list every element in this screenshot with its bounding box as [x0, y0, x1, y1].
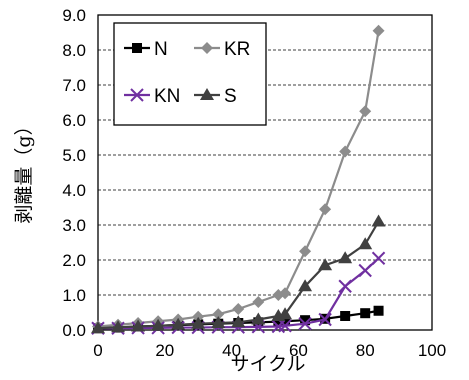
legend: N KR KN S	[113, 22, 267, 126]
data-point-s	[251, 312, 266, 325]
data-point-kn	[278, 319, 292, 333]
data-point-kr	[359, 105, 372, 118]
data-point-s	[298, 279, 313, 292]
data-point-s	[111, 320, 126, 333]
series-line-s	[97, 220, 380, 330]
data-point-s	[171, 317, 186, 330]
data-point-kn	[371, 251, 386, 265]
legend-item-n: N	[124, 39, 168, 60]
legend-label-kn: KN	[154, 86, 180, 107]
data-point-n	[280, 316, 291, 327]
series-kn	[91, 251, 386, 335]
data-point-kr	[212, 308, 225, 321]
legend-marker-s	[200, 88, 214, 100]
plot-area-frame	[97, 14, 433, 331]
data-point-kr	[372, 24, 385, 37]
y-tick-label: 8.0	[62, 41, 86, 60]
data-point-s	[191, 316, 206, 329]
legend-label-s: S	[224, 86, 237, 107]
y-tick-label: 6.0	[62, 111, 86, 130]
y-tick-label: 3.0	[62, 216, 86, 235]
data-point-s	[151, 318, 166, 331]
data-point-s	[358, 237, 373, 250]
data-point-s	[91, 321, 105, 334]
data-point-s	[371, 214, 386, 227]
x-tick-label: 80	[356, 341, 375, 360]
legend-item-kr: KR	[194, 39, 250, 60]
y-tick-label: 5.0	[62, 146, 86, 165]
x-tick-label: 0	[93, 341, 102, 360]
x-axis-label: サイクル	[230, 353, 305, 375]
y-axis-ticks: 0.0 1.0 2.0 3.0 4.0 5.0 6.0 7.0 8.0 9.0	[62, 6, 86, 340]
y-tick-label: 1.0	[62, 286, 86, 305]
data-point-n	[273, 316, 284, 327]
data-point-kn	[298, 316, 312, 331]
data-point-s	[231, 315, 246, 328]
data-point-n	[373, 305, 384, 316]
data-point-s	[131, 319, 146, 332]
legend-marker-kn	[130, 88, 144, 102]
legend-label-kr: KR	[224, 39, 250, 60]
data-point-n	[340, 311, 351, 321]
y-tick-label: 0.0	[62, 321, 86, 340]
x-tick-label: 60	[289, 341, 308, 360]
data-point-n	[360, 308, 371, 319]
data-point-s	[338, 251, 353, 264]
data-point-kr	[232, 303, 245, 315]
legend-item-kn: KN	[124, 86, 180, 107]
series-s	[91, 214, 386, 334]
x-axis-ticks: 0 20 40 60 80 100	[93, 341, 446, 360]
legend-item-s: S	[194, 86, 237, 107]
legend-box	[113, 22, 267, 126]
data-point-kr	[252, 296, 265, 308]
x-tick-label: 20	[155, 341, 174, 360]
y-axis-label: 剥離量（g）	[13, 116, 35, 223]
data-point-kr	[339, 145, 352, 158]
series-line-kr	[97, 30, 380, 328]
legend-marker-n	[132, 43, 142, 53]
series-line-kn	[98, 257, 380, 330]
data-point-kn	[318, 312, 332, 327]
x-tick-label: 40	[222, 341, 241, 360]
y-tick-label: 4.0	[62, 181, 86, 200]
data-point-n	[300, 315, 311, 326]
data-point-kn	[358, 263, 372, 278]
data-point-s	[318, 258, 333, 271]
data-point-kr	[299, 245, 312, 258]
y-tick-label: 2.0	[62, 251, 86, 270]
legend-label-n: N	[154, 39, 168, 60]
legend-marker-kr	[201, 42, 213, 54]
series-layer	[91, 24, 386, 335]
data-point-kn	[338, 279, 352, 293]
data-point-s	[278, 307, 293, 320]
y-tick-label: 7.0	[62, 76, 86, 95]
data-point-kr	[319, 203, 332, 216]
data-point-s	[211, 316, 226, 328]
x-tick-label: 100	[418, 341, 446, 360]
data-point-kr	[279, 287, 292, 300]
y-tick-label: 9.0	[62, 6, 86, 25]
